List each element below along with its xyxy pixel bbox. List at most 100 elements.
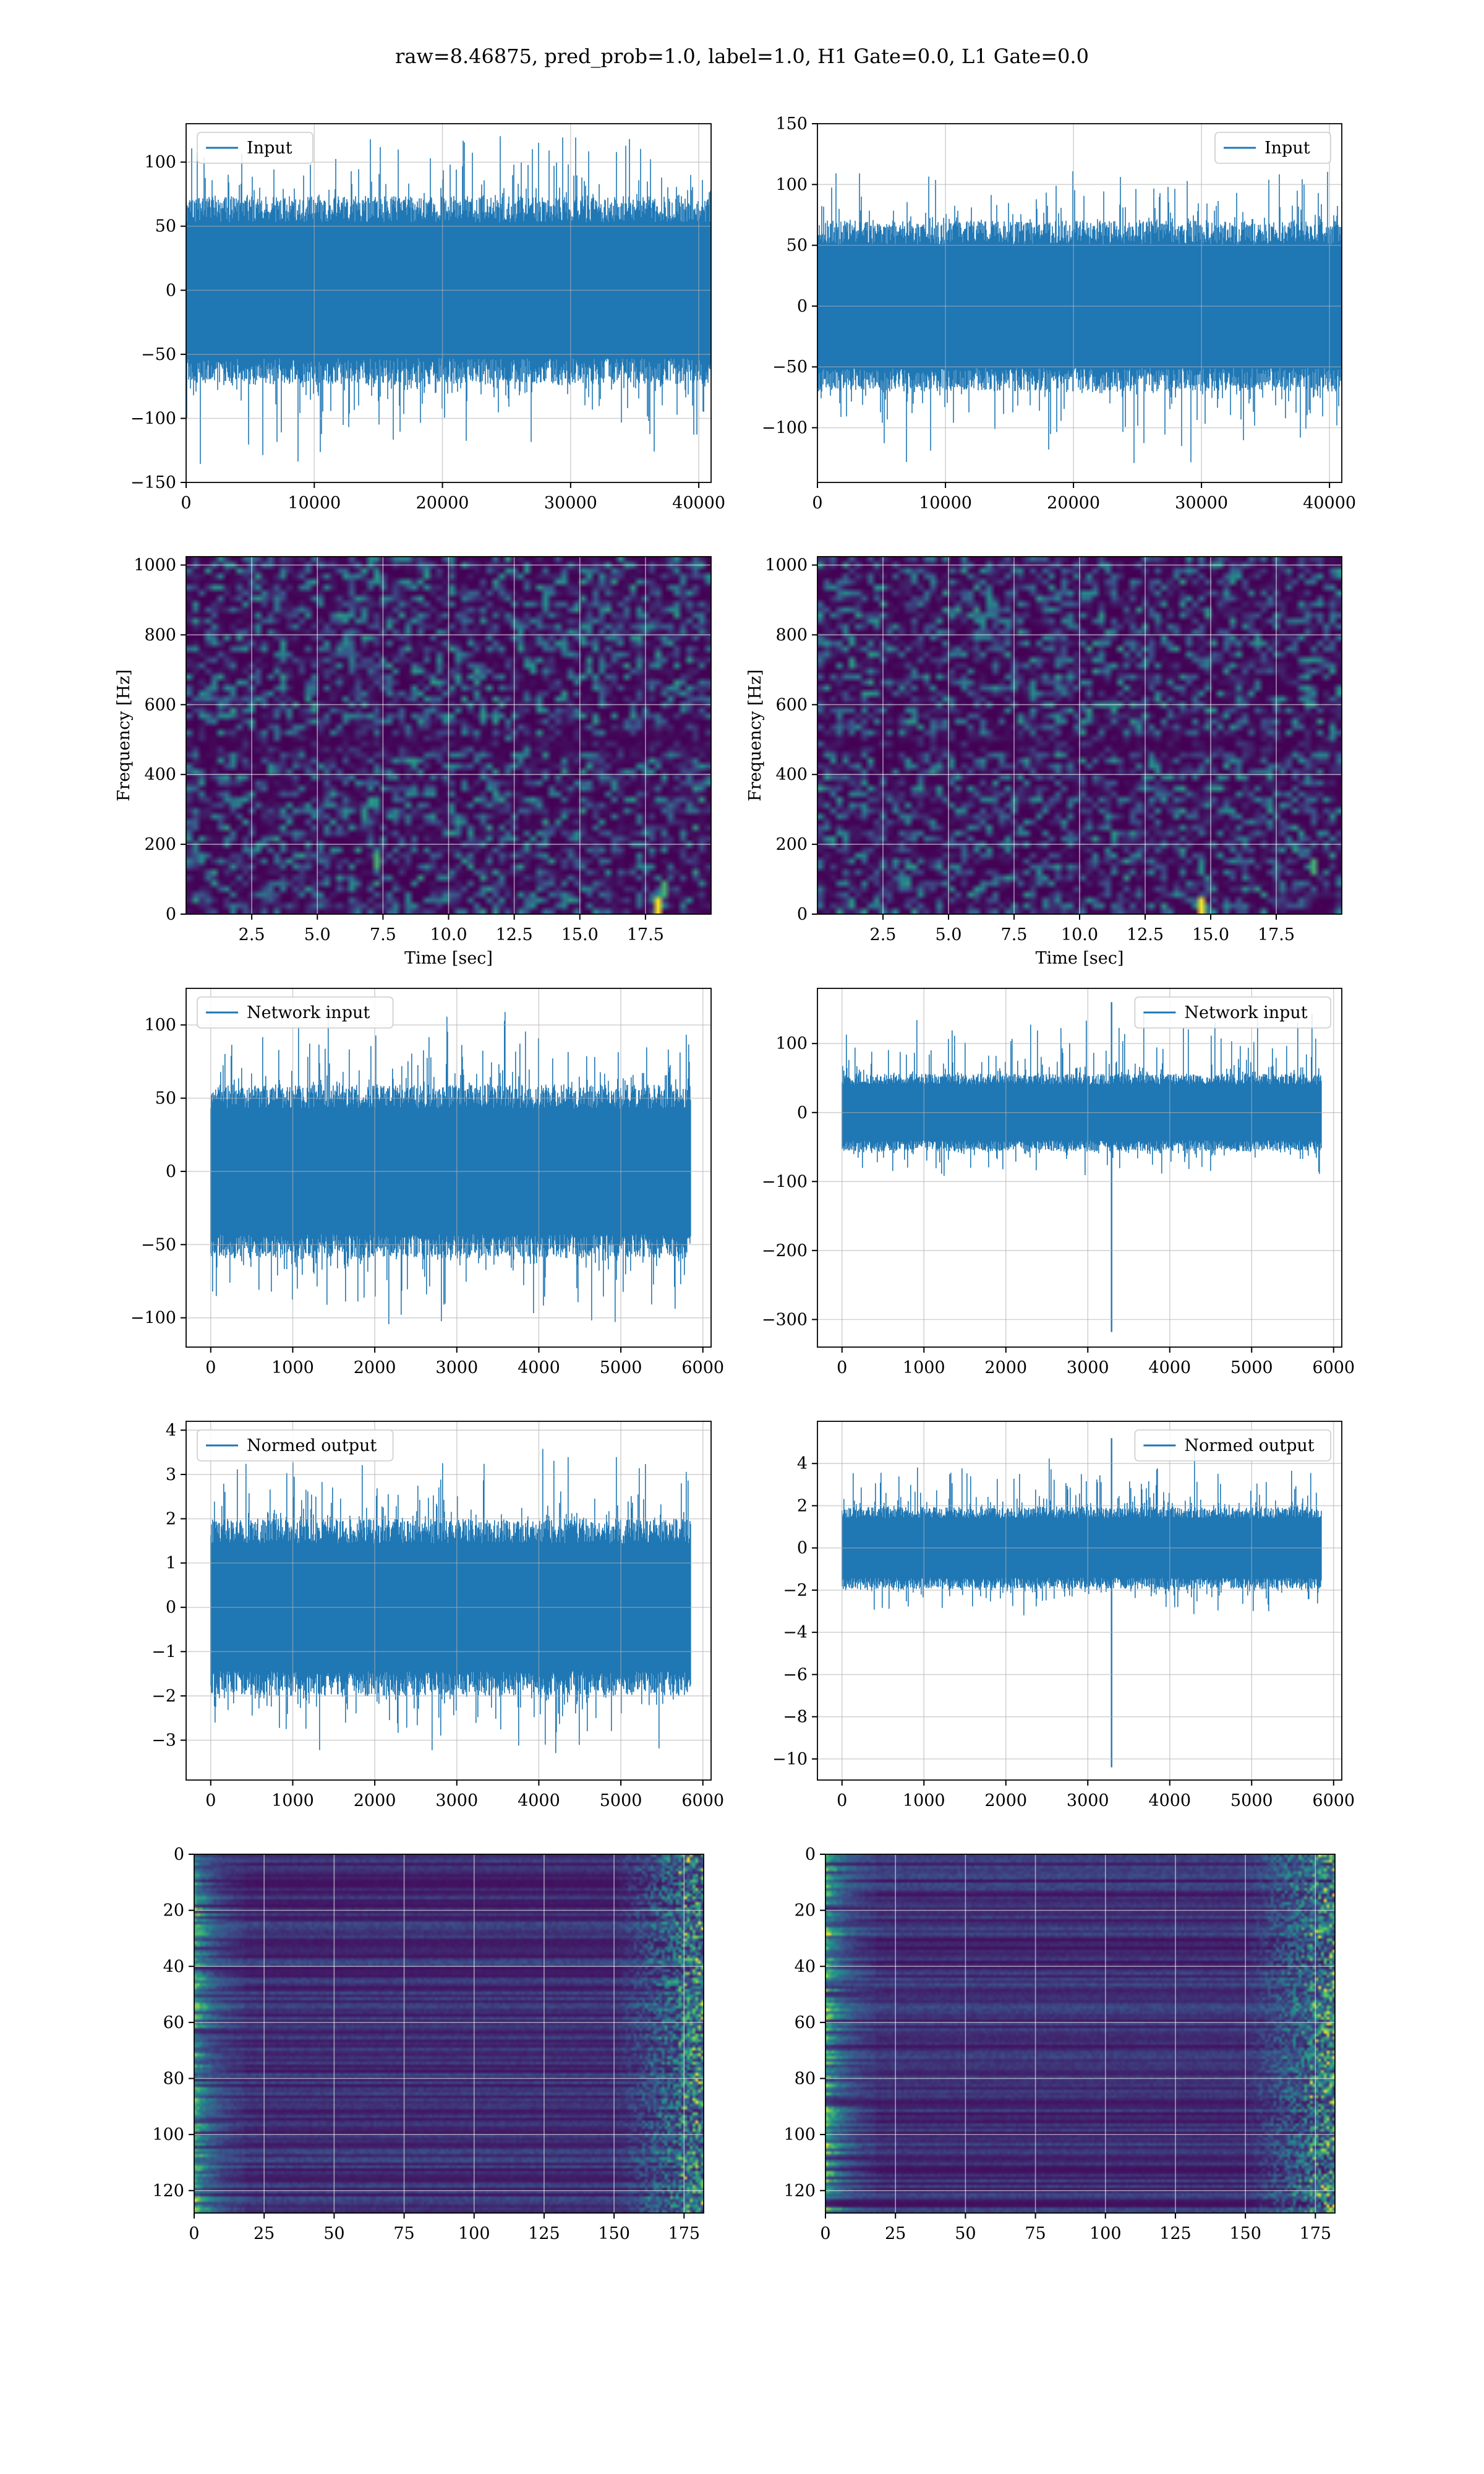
y-tick-label: −150: [130, 473, 176, 492]
x-tick-label: 100: [1090, 2224, 1122, 2243]
x-tick-label: 2.5: [239, 925, 265, 944]
y-tick-label: 0: [797, 1539, 808, 1558]
x-tick-label: 75: [1025, 2224, 1046, 2243]
y-tick-label: 40: [795, 1957, 816, 1976]
y-tick-label: −300: [762, 1310, 808, 1329]
y-tick-label: 80: [795, 2070, 816, 2089]
y-tick-label: 0: [174, 1845, 184, 1864]
x-tick-label: 30000: [544, 494, 597, 513]
x-tick-label: 5000: [1230, 1358, 1273, 1377]
x-tick-label: 10.0: [430, 925, 467, 944]
y-tick-label: 0: [166, 1162, 176, 1181]
legend-label: Network input: [247, 1003, 370, 1022]
x-axis-label: Time [sec]: [404, 949, 493, 968]
y-tick-label: 200: [775, 835, 808, 854]
grid-lines: [186, 557, 711, 914]
x-tick-label: 5.0: [936, 925, 962, 944]
x-tick-label: 2000: [354, 1791, 396, 1810]
y-tick-label: 100: [144, 1016, 176, 1035]
x-tick-label: 25: [254, 2224, 275, 2243]
y-tick-label: 50: [787, 236, 808, 255]
x-tick-label: 0: [812, 494, 822, 513]
subplot-feat_h1: 0 25 50 75 100 125 150 175 0 20 40 60 80 100 120: [152, 1845, 704, 2243]
axes-frame: [194, 1854, 704, 2214]
x-tick-label: 6000: [1312, 1358, 1355, 1377]
y-tick-label: 0: [797, 297, 808, 316]
axes-background: [817, 988, 1342, 1347]
legend: Network input: [1134, 996, 1331, 1029]
y-tick-label: 4: [797, 1454, 808, 1473]
legend-box: [197, 1429, 394, 1462]
x-tick-label: 6000: [681, 1358, 724, 1377]
x-tick-label: 7.5: [370, 925, 396, 944]
x-tick-label: 175: [1300, 2224, 1332, 2243]
y-tick-label: 400: [775, 765, 808, 784]
x-tick-label: 2.5: [870, 925, 897, 944]
y-tick-label: −100: [762, 419, 808, 438]
x-tick-label: 30000: [1175, 494, 1228, 513]
axes-frame: [817, 556, 1342, 915]
y-tick-label: 150: [775, 114, 808, 134]
y-tick-label: 0: [797, 905, 808, 924]
axes-frame: [817, 123, 1342, 483]
y-tick-label: 100: [775, 175, 808, 194]
x-tick-label: 7.5: [1001, 925, 1028, 944]
axes-frame: [186, 1421, 712, 1781]
legend: Normed output: [197, 1429, 394, 1462]
y-tick-label: −6: [783, 1665, 808, 1684]
x-tick-label: 150: [1229, 2224, 1261, 2243]
subplot-norm_h1: 0 1000 2000 3000 4000 5000 6000 −3 −2 −1 0 1 2 3 4 Norm…: [151, 1421, 724, 1810]
x-tick-label: 2000: [354, 1358, 396, 1377]
axes-frame: [186, 556, 712, 915]
axes-frame: [186, 988, 712, 1348]
grid-lines: [817, 1421, 1342, 1780]
y-tick-label: 1: [166, 1554, 176, 1573]
y-tick-label: 120: [152, 2181, 184, 2201]
x-tick-label: 17.5: [627, 925, 664, 944]
legend: Input: [197, 132, 313, 164]
y-tick-label: 3: [166, 1465, 176, 1484]
y-tick-label: 800: [775, 625, 808, 644]
x-tick-label: 5000: [600, 1358, 642, 1377]
y-tick-label: 0: [797, 1103, 808, 1123]
legend-label: Normed output: [247, 1436, 377, 1455]
x-tick-label: 4000: [1148, 1358, 1191, 1377]
x-tick-label: 40000: [1303, 494, 1356, 513]
x-axis-label: Time [sec]: [1036, 949, 1124, 968]
y-tick-label: −8: [783, 1708, 808, 1727]
y-axis-label: Frequency [Hz]: [114, 669, 134, 801]
legend-label: Input: [1264, 139, 1310, 158]
x-tick-label: 0: [820, 2224, 830, 2243]
x-tick-label: 0: [181, 494, 191, 513]
y-tick-label: −1: [151, 1642, 176, 1661]
y-tick-label: 100: [152, 2125, 184, 2144]
grid-lines: [186, 124, 711, 482]
x-tick-label: 4000: [518, 1791, 560, 1810]
y-tick-label: 600: [775, 695, 808, 714]
subplot-input_h1: 0 10000 20000 30000 40000 −150 −100 −50 0 50 100 In…: [130, 123, 725, 513]
x-tick-label: 10.0: [1061, 925, 1098, 944]
x-tick-label: 6000: [1312, 1791, 1355, 1810]
grid-lines: [186, 1421, 711, 1780]
y-tick-label: 1000: [765, 556, 808, 575]
x-tick-label: 4000: [518, 1358, 560, 1377]
x-tick-label: 4000: [1148, 1791, 1191, 1810]
x-tick-label: 0: [189, 2224, 199, 2243]
x-tick-label: 1000: [271, 1791, 314, 1810]
y-tick-label: −50: [141, 1235, 176, 1254]
subplots-grid: 0 10000 20000 30000 40000−150−100−50050100In…: [114, 114, 1356, 2243]
grid-lines: [825, 1854, 1335, 2213]
subplot-net_h1: 0 1000 2000 3000 4000 5000 6000 −100 −50 0 50 100 Ne…: [130, 988, 724, 1377]
x-tick-label: 50: [955, 2224, 976, 2243]
legend-label: Network input: [1184, 1003, 1307, 1022]
y-tick-label: 2: [166, 1510, 176, 1529]
y-tick-label: −100: [130, 1309, 176, 1328]
figure-suptitle: raw=8.46875, pred_prob=1.0, label=1.0, H…: [395, 45, 1089, 68]
y-tick-label: 100: [775, 1034, 808, 1053]
x-tick-label: 175: [668, 2224, 701, 2243]
y-tick-label: 40: [163, 1957, 184, 1976]
legend-box: [197, 132, 313, 164]
y-tick-label: −10: [772, 1750, 808, 1769]
x-tick-label: 10000: [288, 494, 341, 513]
